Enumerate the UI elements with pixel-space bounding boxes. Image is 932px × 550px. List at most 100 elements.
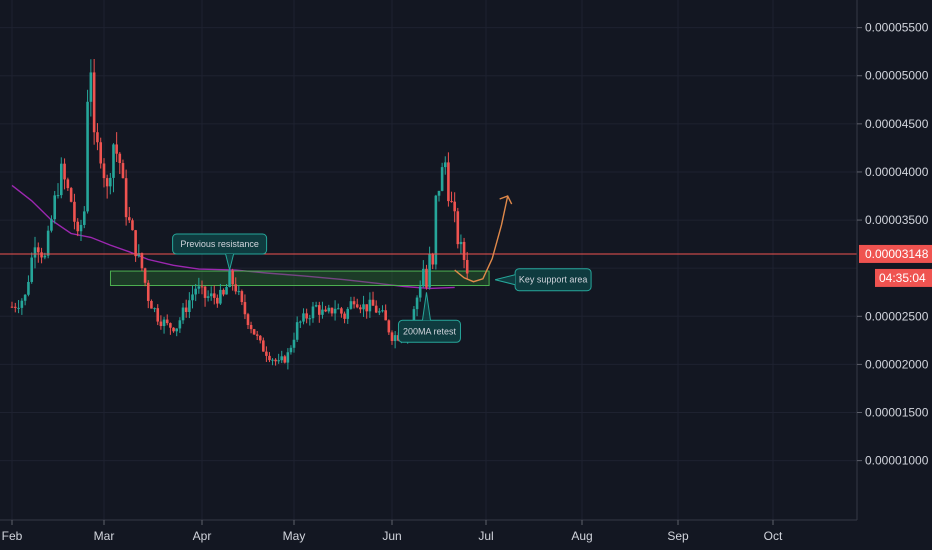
candle-body [299,321,302,323]
candle-body [311,306,315,319]
candle-body [422,268,425,287]
candle [222,288,225,297]
candle [46,225,50,259]
candle-body [393,335,397,342]
candle [246,312,250,330]
candle-body [134,230,137,257]
candle [206,290,210,302]
annotation-label: Key support area [519,275,588,285]
candle [415,295,419,317]
candle-body [371,299,375,306]
candle-body [162,319,166,327]
candle-body [99,142,103,164]
candle-body [340,308,343,314]
candle-body [368,299,372,312]
candle-body [109,177,112,187]
candle [56,183,60,199]
candle-body [40,252,43,258]
candle-body [181,307,185,321]
candle-body [86,101,89,212]
time-tick-label: Apr [193,529,212,543]
candle [390,330,394,345]
candle-body [150,300,153,309]
candle [243,294,247,320]
candle-body [212,293,216,298]
time-tick-label: Mar [94,529,115,543]
price-tick-label: 0.00002000 [865,357,929,371]
candle-body [415,297,419,310]
candles [10,59,469,370]
annotation-pointer [494,274,516,286]
candle-body [194,288,197,295]
annotation-pointer [225,253,235,271]
candle [440,162,444,192]
candle-body [352,301,356,305]
candle [124,169,128,226]
annotation-callout[interactable]: Previous resistance [172,233,268,271]
candle [131,218,134,231]
candle [384,304,387,321]
candle [252,328,256,335]
candle-body [156,308,160,322]
candle-body [440,167,444,191]
annotation-callout[interactable]: Key support area [494,268,592,292]
candle-body [102,163,106,179]
candle-body [343,313,346,319]
candle [169,322,172,335]
candle-body [324,309,327,312]
candle [425,264,428,290]
candle [286,348,290,370]
candle-body [346,308,350,319]
candle-body [96,132,99,143]
candle-body [203,286,207,298]
candle [153,307,156,313]
projection-arrow [454,195,513,283]
candle-body [453,201,456,212]
candle [109,172,112,195]
candle-body [53,195,57,220]
price-axis[interactable]: 0.00001000 0.00001500 0.00002000 0.00002500… [856,0,932,550]
time-axis[interactable]: Feb Mar Apr May Jun Jul Aug Sep Oct [0,519,857,550]
candle-body [277,360,280,362]
candle-body [462,241,466,260]
candle-body [428,253,431,288]
candle-body [222,289,225,295]
candle-body [234,284,238,292]
annotation-callout[interactable]: 200MA retest [397,292,461,343]
time-tick-label: Aug [571,529,592,543]
candle-body [295,322,299,340]
candle [443,156,447,175]
candle-body [191,294,194,301]
candle-body [434,195,438,265]
annotation-pointer [421,292,431,321]
price-tick-label: 0.00001000 [865,454,929,468]
candle-body [206,296,210,298]
candle-body [118,153,122,164]
projection-curve [454,195,509,283]
candle-body [115,144,118,154]
annotations[interactable]: Previous resistance Key support area 200MA… [172,233,592,343]
candle [355,298,359,309]
candle-body [447,162,450,202]
candle-body [27,281,30,295]
candle-body [153,308,156,310]
candle [79,219,83,241]
candle-body [143,268,147,283]
candle [89,59,93,117]
candle [172,327,175,333]
candle [194,284,197,302]
candle [82,206,86,229]
candle [40,247,43,264]
candle [374,300,378,314]
candle-body [89,72,93,102]
candle-body [105,178,109,187]
candle-body [36,247,40,253]
candle-body [459,241,463,245]
candle [362,295,365,317]
time-tick-label: May [283,529,306,543]
candle [121,159,125,179]
candle-body [124,178,128,218]
candle-body [418,286,422,298]
candle [265,346,268,362]
